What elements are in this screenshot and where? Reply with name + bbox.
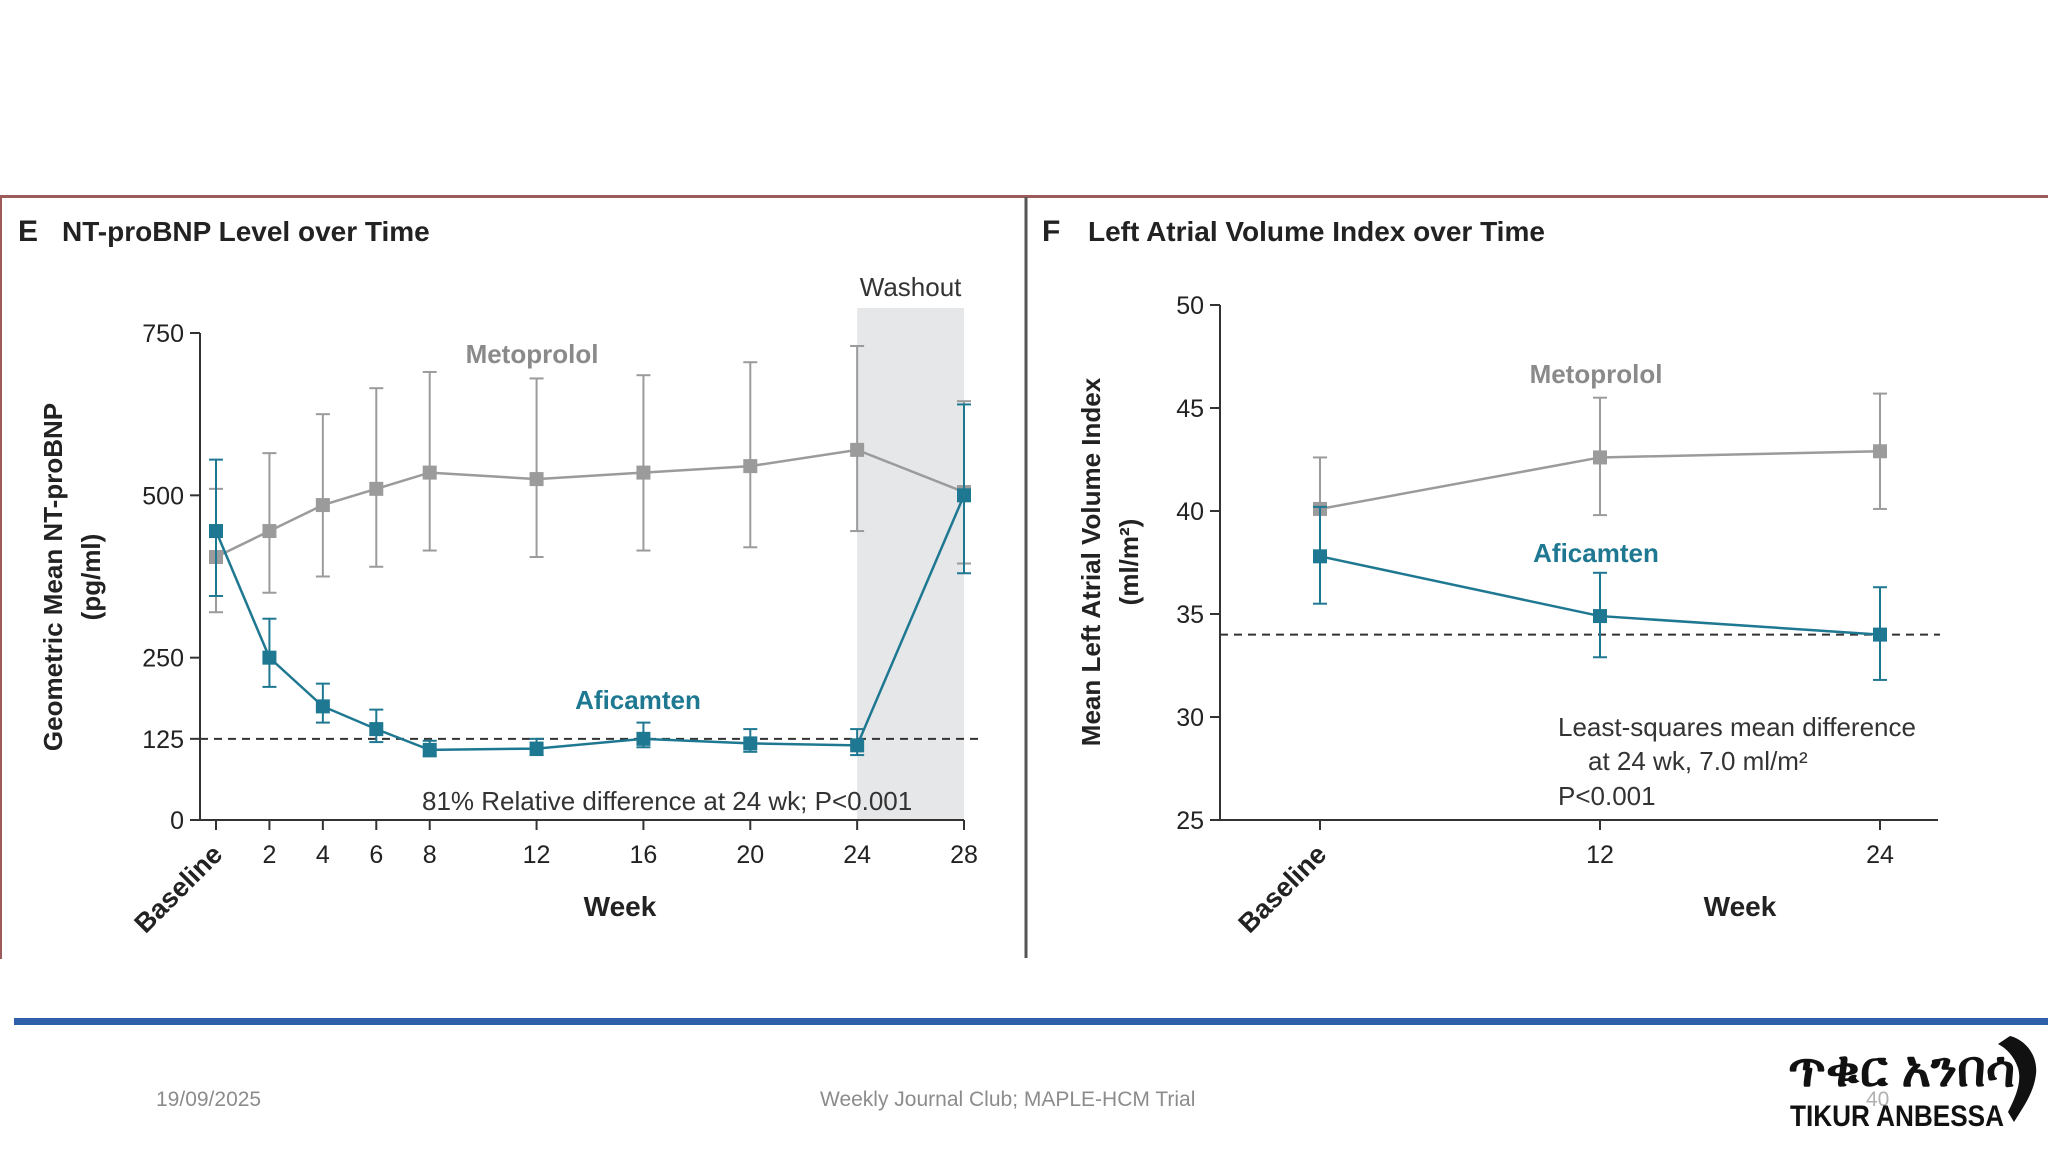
figure-left-rule — [0, 195, 2, 959]
panel-e-aficamten-point — [422, 742, 437, 757]
panel-f-x-tick-label: Baseline — [1232, 839, 1332, 939]
panel-f-metoprolol-point — [1873, 444, 1887, 459]
panel-f-letter: F — [1042, 215, 1060, 248]
panel-f-y-tick-label: 50 — [1176, 292, 1204, 320]
panel-e-metoprolol-point — [369, 481, 384, 496]
panel-e-x-tick-label: 12 — [523, 841, 551, 869]
panel-e-metoprolol-point — [315, 498, 330, 513]
panel-e-y-tick-label: 125 — [142, 726, 184, 754]
panel-f-y-tick-label: 30 — [1176, 704, 1204, 732]
panel-f-x-tick-label: 24 — [1866, 841, 1894, 869]
footer-band — [14, 1018, 2048, 1025]
panel-e-aficamten-point — [315, 699, 330, 714]
panel-f-aficamten-point — [1873, 627, 1887, 642]
panel-e-metoprolol-point — [529, 472, 544, 487]
panel-f-annotation-line-3: P<0.001 — [1558, 781, 1656, 811]
panel-f-metoprolol-label: Metoprolol — [1530, 359, 1663, 389]
panel-e-x-tick-label: Baseline — [128, 839, 228, 939]
panel-e-y-tick-label: 750 — [142, 320, 184, 348]
panel-f-y-axis-label: Mean Left Atrial Volume Index — [1076, 377, 1106, 746]
panel-e-letter: E — [18, 215, 38, 248]
panel-e-y-axis-unit: (pg/ml) — [76, 534, 106, 621]
panel-f-x-axis-label: Week — [1704, 891, 1777, 922]
panel-e-metoprolol-point — [636, 465, 651, 480]
panel-f-aficamten-point — [1593, 609, 1607, 624]
panel-e-title: NT-proBNP Level over Time — [62, 216, 430, 247]
panel-e-x-tick-label: 16 — [630, 841, 658, 869]
panel-e-metoprolol-point — [743, 459, 758, 474]
panel-f-title: Left Atrial Volume Index over Time — [1088, 216, 1545, 247]
panel-e-y-tick-label: 250 — [142, 645, 184, 673]
panel-e-y-axis-label: Geometric Mean NT-proBNP — [38, 403, 68, 751]
panel-e-y-tick-label: 500 — [142, 482, 184, 510]
panel-e-metoprolol-point — [850, 442, 865, 457]
panel-f-lavi: F Left Atrial Volume Index over Time 25 3… — [1042, 215, 1940, 939]
panel-e-aficamten-label: Aficamten — [575, 685, 701, 715]
panel-e-aficamten-point — [369, 722, 384, 737]
figure-top-rule — [0, 195, 2048, 198]
panel-e-x-tick-label: 2 — [262, 841, 276, 869]
panel-e-aficamten-point — [209, 524, 223, 539]
panel-e-series — [209, 344, 971, 758]
panel-e-aficamten-point — [850, 738, 865, 753]
panel-e-x-axis-label: Week — [584, 891, 657, 922]
panel-f-x-tick-label: 12 — [1586, 841, 1614, 869]
panel-f-aficamten-label: Aficamten — [1533, 538, 1659, 568]
panel-e-y-tick-label: 0 — [170, 807, 184, 835]
logo-name: TIKUR ANBESSA — [1790, 1100, 2004, 1133]
panel-e-aficamten-point — [636, 731, 651, 746]
panel-e-metoprolol-point — [262, 524, 277, 539]
washout-region — [857, 308, 964, 820]
panel-e-x-tick-label: 28 — [950, 841, 978, 869]
panel-e-aficamten-point — [262, 650, 277, 665]
panel-f-y-tick-label: 40 — [1176, 498, 1204, 526]
panel-f-series — [1313, 392, 1887, 681]
panel-e-aficamten-point — [957, 488, 971, 503]
panel-e-aficamten-point — [529, 741, 544, 756]
washout-label: Washout — [860, 272, 962, 302]
panel-f-y-axis-unit: (ml/m²) — [1114, 519, 1144, 606]
panel-e-x-tick-label: 6 — [369, 841, 383, 869]
panel-e-x-tick-label: 24 — [843, 841, 871, 869]
logo-amharic-glyphs: ጥቁር አንበሳ — [1788, 1041, 2015, 1097]
footer-title: Weekly Journal Club; MAPLE-HCM Trial — [820, 1088, 1196, 1111]
panel-e-annotation: 81% Relative difference at 24 wk; P<0.00… — [422, 786, 912, 816]
footer-page-number: 40 — [1866, 1088, 1890, 1111]
panel-e-aficamten-point — [743, 736, 758, 751]
footer-date: 19/09/2025 — [156, 1088, 262, 1111]
panel-f-y-tick-label: 45 — [1176, 395, 1204, 423]
panel-f-y-tick-label: 25 — [1176, 807, 1204, 835]
panel-e-metoprolol-line — [215, 448, 965, 559]
panel-f-aficamten-point — [1313, 549, 1327, 564]
panel-e-metoprolol-point — [422, 465, 437, 480]
panel-e-x-tick-label: 20 — [736, 841, 764, 869]
panel-f-axes: 25 30 35 40 45 50 Baseline 12 24 — [1176, 292, 1940, 939]
lion-head-icon — [1998, 1036, 2037, 1122]
panel-e-nt-probnp: E NT-proBNP Level over Time Washout 0125… — [18, 215, 982, 939]
panel-e-aficamten-line — [214, 494, 966, 752]
panel-f-y-tick-label: 35 — [1176, 601, 1204, 629]
panel-f-annotation-line-1: Least-squares mean difference — [1558, 712, 1916, 742]
tikur-anbessa-logo: ጥቁር አንበሳ TIKUR ANBESSA — [1788, 1036, 2037, 1133]
panel-f-annotation-line-2: at 24 wk, 7.0 ml/m² — [1588, 746, 1808, 776]
panel-f-metoprolol-point — [1593, 450, 1607, 465]
panel-e-x-tick-label: 4 — [316, 841, 330, 869]
panel-e-metoprolol-label: Metoprolol — [466, 339, 599, 369]
panel-e-x-tick-label: 8 — [423, 841, 437, 869]
